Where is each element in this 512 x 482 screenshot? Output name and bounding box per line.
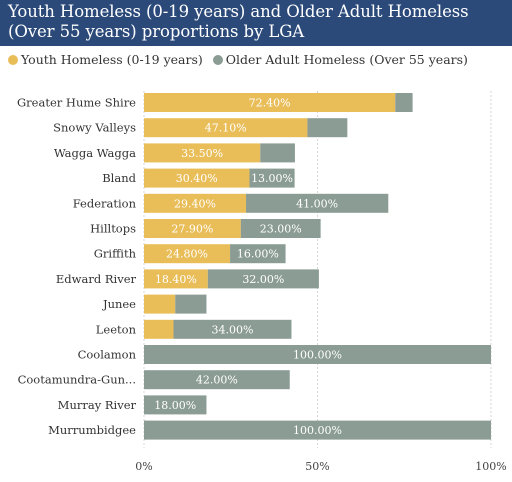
bar-youth xyxy=(144,319,174,339)
data-label-older: 18.00% xyxy=(154,399,196,412)
bar-older xyxy=(246,193,389,213)
bar-older xyxy=(307,118,348,138)
chart-title-line-2: (Over 55 years) proportions by LGA xyxy=(8,22,305,41)
bar-older xyxy=(395,93,413,112)
category-label: Cootamundra-Gun... xyxy=(18,373,136,387)
category-label: Coolamon xyxy=(78,348,137,362)
x-tick-label-2: 100% xyxy=(475,460,506,473)
bar-youth xyxy=(144,168,250,188)
data-label-older: 13.00% xyxy=(251,172,293,185)
bar-older xyxy=(175,294,207,314)
category-label: Snowy Valleys xyxy=(53,121,136,135)
bar-older xyxy=(173,319,292,339)
legend: Youth Homeless (0-19 years) Older Adult … xyxy=(8,52,478,67)
legend-youth-dot-icon xyxy=(8,54,18,65)
data-label-older: 100.00% xyxy=(293,424,342,437)
bar-youth xyxy=(144,118,308,138)
data-label-youth: 24.80% xyxy=(166,248,208,261)
category-label: Wagga Wagga xyxy=(54,146,136,160)
data-label-youth: 18.40% xyxy=(155,273,197,286)
chart-header: Youth Homeless (0-19 years) and Older Ad… xyxy=(0,0,512,46)
bar-youth xyxy=(144,244,231,264)
bar-older xyxy=(249,168,295,188)
category-label: Greater Hume Shire xyxy=(17,96,136,110)
bar-older xyxy=(207,269,319,289)
category-label: Griffith xyxy=(94,247,137,261)
data-label-youth: 33.50% xyxy=(181,147,223,160)
legend-item-older[interactable]: Older Adult Homeless (Over 55 years) xyxy=(212,52,468,67)
bar-older xyxy=(144,345,491,364)
bar-older xyxy=(144,395,207,415)
data-label-youth: 27.90% xyxy=(171,223,213,236)
bar-youth xyxy=(144,193,247,213)
data-label-older: 42.00% xyxy=(196,374,238,387)
data-label-youth: 30.40% xyxy=(176,172,218,185)
data-label-youth: 29.40% xyxy=(174,197,216,210)
data-label-older: 32.00% xyxy=(242,273,284,286)
bar-older xyxy=(144,370,290,390)
bar-youth xyxy=(144,143,261,163)
category-label: Junee xyxy=(102,297,136,311)
data-label-youth: 72.40% xyxy=(249,97,291,110)
legend-item-youth[interactable]: Youth Homeless (0-19 years) xyxy=(8,52,203,67)
data-label-youth: 47.10% xyxy=(205,122,247,135)
chart-title-line-1: Youth Homeless (0-19 years) and Older Ad… xyxy=(8,2,469,21)
category-label: Murray River xyxy=(58,398,137,412)
bar-older xyxy=(260,143,295,163)
legend-youth-label: Youth Homeless (0-19 years) xyxy=(21,52,203,67)
x-tick-label-1: 50% xyxy=(305,460,329,473)
data-label-older: 100.00% xyxy=(293,349,342,362)
data-label-older: 23.00% xyxy=(260,223,302,236)
legend-older-dot-icon xyxy=(212,54,223,65)
bar-youth xyxy=(144,294,176,314)
data-label-older: 34.00% xyxy=(212,323,254,336)
data-label-older: 16.00% xyxy=(237,248,279,261)
category-label: Bland xyxy=(102,171,136,185)
bar-youth xyxy=(144,219,241,238)
category-label: Federation xyxy=(73,196,137,210)
data-label-older: 41.00% xyxy=(296,197,338,210)
bar-youth xyxy=(144,269,208,289)
category-label: Murrumbidgee xyxy=(48,423,136,437)
bar-older xyxy=(240,219,321,238)
category-label: Hilltops xyxy=(90,222,136,236)
category-label: Leeton xyxy=(96,322,137,336)
legend-older-label: Older Adult Homeless (Over 55 years) xyxy=(225,52,468,67)
bar-older xyxy=(230,244,286,264)
x-tick-label-0: 0% xyxy=(135,460,152,473)
category-label: Edward River xyxy=(56,272,137,286)
bar-older xyxy=(144,420,491,440)
bar-youth xyxy=(144,93,396,112)
